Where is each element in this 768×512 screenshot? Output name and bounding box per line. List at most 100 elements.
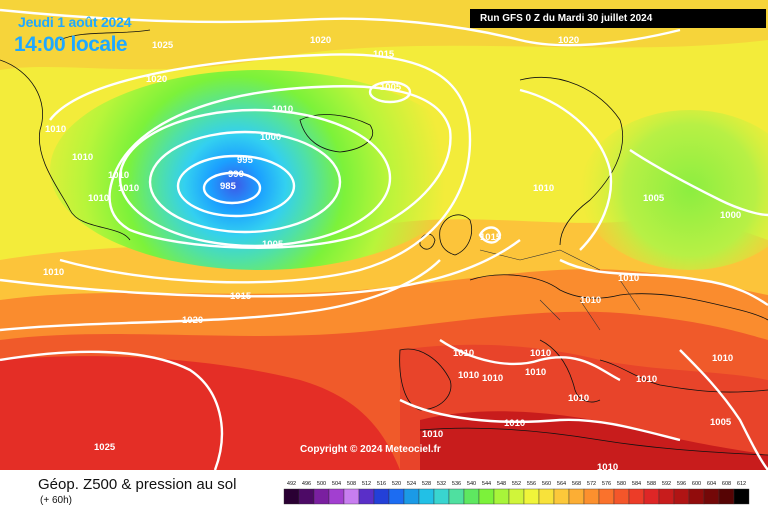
pressure-labels: 1025 1020 1020 1020 1015 1005 1010 1000 …: [43, 35, 741, 470]
pressure-label: 1010: [482, 373, 503, 384]
scale-tick-label: 612: [737, 481, 746, 487]
isobar-990: [176, 154, 296, 218]
scale-swatch: [463, 488, 480, 505]
iberia-coast: [399, 348, 452, 411]
scale-tick-label: 584: [632, 481, 641, 487]
pressure-label: 985: [220, 181, 237, 192]
scale-tick-label: 540: [467, 481, 476, 487]
country-borders: [479, 249, 641, 331]
scale-swatch: [478, 488, 495, 505]
scale-tick-label: 608: [722, 481, 731, 487]
isobar-1005: [108, 85, 452, 249]
color-scale: 492 496 500 504 508 512 516 520 524 528 532 536 540 5…: [283, 481, 750, 505]
scale-tick-label: 504: [332, 481, 341, 487]
scale-swatch: [328, 488, 345, 505]
pressure-label: 1015: [373, 49, 395, 60]
pressure-label: 990: [228, 169, 244, 180]
pressure-label: 1010: [580, 295, 601, 306]
pressure-label: 1010: [72, 152, 93, 163]
scale-swatch: [688, 488, 705, 505]
isobar-1010-east: [559, 258, 768, 307]
scale-swatch: [598, 488, 615, 505]
scale-swatch: [718, 488, 735, 505]
scale-tick-label: 548: [497, 481, 506, 487]
scale-tick-label: 512: [362, 481, 371, 487]
pressure-label: 1010: [45, 124, 66, 135]
pressure-label: 1010: [712, 353, 733, 364]
pressure-label: 995: [237, 155, 254, 166]
scale-swatch: [613, 488, 630, 505]
scale-tick-label: 596: [677, 481, 686, 487]
scale-swatch: [733, 488, 750, 505]
pressure-label: 1025: [152, 40, 174, 51]
pressure-label: 1010: [108, 170, 129, 181]
legend-title: Géop. Z500 & pression au sol: [38, 476, 237, 493]
isobar-1010: [49, 53, 472, 284]
isobar-995: [148, 130, 342, 234]
forecast-time: 14:00 locale: [14, 33, 128, 56]
isobar-1015-small: [478, 226, 502, 244]
pressure-label: 1010: [272, 104, 293, 115]
pressure-label: 1005: [262, 239, 284, 250]
scale-tick-label: 492: [287, 481, 296, 487]
pressure-label: 1015: [480, 232, 502, 243]
scale-swatch: [448, 488, 465, 505]
isobar-1010-med: [439, 339, 621, 382]
scale-swatch: [628, 488, 645, 505]
scale-tick-label: 516: [377, 481, 386, 487]
scale-swatch: [298, 488, 315, 505]
pressure-label: 1010: [458, 370, 479, 381]
scale-swatch: [703, 488, 720, 505]
pressure-label: 1020: [558, 35, 579, 46]
scale-swatch: [553, 488, 570, 505]
pressure-label: 1005: [643, 193, 665, 204]
scale-swatch: [583, 488, 600, 505]
coastlines: [0, 29, 768, 456]
isobar-1005-scand: [629, 149, 768, 217]
pressure-label: 1025: [94, 442, 116, 453]
scale-swatch: [283, 488, 300, 505]
scale-tick-label: 496: [302, 481, 311, 487]
scale-tick-label: 508: [347, 481, 356, 487]
forecast-date: Jeudi 1 août 2024: [18, 14, 132, 30]
low-pressure-area: [50, 70, 470, 270]
balkans-coast: [599, 359, 768, 393]
north-africa-coast: [419, 427, 768, 456]
british-isles-coast: [439, 214, 472, 256]
scale-swatch: [403, 488, 420, 505]
scale-swatch: [508, 488, 525, 505]
scale-swatch: [568, 488, 585, 505]
scale-swatch: [388, 488, 405, 505]
pressure-label: 1010: [533, 183, 554, 194]
scale-tick-label: 520: [392, 481, 401, 487]
isobar-985: [202, 171, 262, 205]
isobar-1020: [0, 259, 441, 332]
z500-pressure-map: 1025 1020 1020 1020 1015 1005 1010 1000 …: [0, 0, 768, 470]
scale-swatch: [433, 488, 450, 505]
isobars: [0, 8, 768, 470]
pressure-label: 1010: [118, 183, 139, 194]
scale-swatch: [643, 488, 660, 505]
scale-tick-label: 564: [557, 481, 566, 487]
pressure-label: 1005: [380, 82, 402, 93]
isobar-1025: [0, 350, 223, 470]
italy-coast: [539, 339, 601, 403]
scale-swatch: [343, 488, 360, 505]
pressure-label: 1010: [43, 267, 64, 278]
scale-tick-label: 544: [482, 481, 491, 487]
scale-swatch: [658, 488, 675, 505]
pressure-label: 1020: [182, 315, 203, 326]
greenland-coast: [0, 59, 131, 241]
scandinavia-coast: [519, 77, 624, 246]
scale-tick-label: 500: [317, 481, 326, 487]
pressure-label: 1015: [230, 291, 252, 302]
scale-swatch: [418, 488, 435, 505]
scale-swatch: [493, 488, 510, 505]
pressure-label: 1000: [260, 132, 281, 143]
pressure-label: 1000: [720, 210, 741, 221]
europe-north-coast: [469, 274, 768, 321]
isobar-1015: [0, 239, 521, 298]
scale-tick-label: 556: [527, 481, 536, 487]
pressure-label: 1020: [310, 35, 331, 46]
